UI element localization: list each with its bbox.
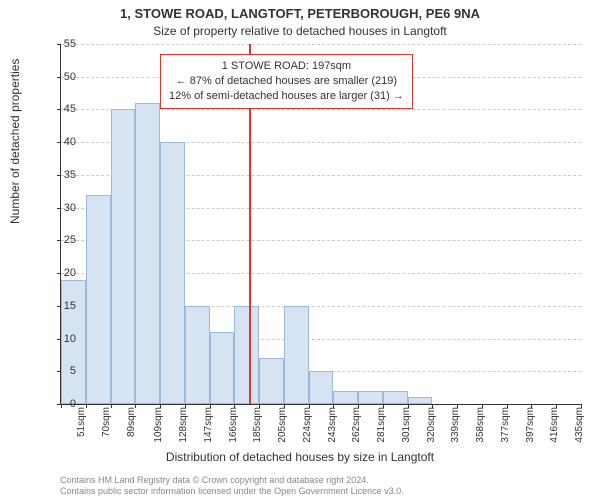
x-tick-label: 377sqm xyxy=(500,407,511,443)
x-tick-label: 243sqm xyxy=(326,407,337,443)
x-tick-label: 397sqm xyxy=(524,407,535,443)
histogram-bar xyxy=(135,103,160,404)
annotation-line-1: 1 STOWE ROAD: 197sqm xyxy=(169,59,404,74)
y-axis-label: Number of detached properties xyxy=(8,59,22,224)
y-tick-label: 50 xyxy=(46,71,76,83)
footnote: Contains HM Land Registry data © Crown c… xyxy=(60,475,404,498)
footnote-line-1: Contains HM Land Registry data © Crown c… xyxy=(60,475,404,487)
x-tick-label: 166sqm xyxy=(227,407,238,443)
x-tick-label: 109sqm xyxy=(153,407,164,443)
x-tick-label: 224sqm xyxy=(302,407,313,443)
x-tick-label: 358sqm xyxy=(475,407,486,443)
x-tick-label: 128sqm xyxy=(178,407,189,443)
x-tick-label: 301sqm xyxy=(401,407,412,443)
x-tick-label: 281sqm xyxy=(376,407,387,443)
annotation-line-3: 12% of semi-detached houses are larger (… xyxy=(169,89,404,104)
y-tick-label: 15 xyxy=(46,300,76,312)
y-tick-label: 30 xyxy=(46,202,76,214)
chart-title-main: 1, STOWE ROAD, LANGTOFT, PETERBOROUGH, P… xyxy=(0,6,600,21)
x-tick-label: 205sqm xyxy=(277,407,288,443)
x-tick-label: 339sqm xyxy=(450,407,461,443)
gridline xyxy=(61,44,581,45)
histogram-bar xyxy=(111,109,136,404)
y-tick-label: 5 xyxy=(46,365,76,377)
annotation-line-2: ← 87% of detached houses are smaller (21… xyxy=(169,74,404,89)
x-tick-label: 435sqm xyxy=(574,407,585,443)
histogram-bar xyxy=(234,306,259,404)
reference-annotation: 1 STOWE ROAD: 197sqm ← 87% of detached h… xyxy=(160,54,413,109)
property-size-chart: 1, STOWE ROAD, LANGTOFT, PETERBOROUGH, P… xyxy=(0,0,600,500)
histogram-bar xyxy=(160,142,185,404)
histogram-bar xyxy=(333,391,358,404)
histogram-bar xyxy=(309,371,334,404)
x-axis-label: Distribution of detached houses by size … xyxy=(0,450,600,464)
x-tick-label: 89sqm xyxy=(126,407,137,437)
y-tick-label: 10 xyxy=(46,333,76,345)
histogram-bar xyxy=(358,391,383,404)
chart-title-sub: Size of property relative to detached ho… xyxy=(0,24,600,38)
x-tick-label: 262sqm xyxy=(351,407,362,443)
x-tick-label: 416sqm xyxy=(549,407,560,443)
footnote-line-2: Contains public sector information licen… xyxy=(60,486,404,498)
x-tick-label: 147sqm xyxy=(203,407,214,443)
y-tick-label: 0 xyxy=(46,398,76,410)
histogram-bar xyxy=(185,306,210,404)
histogram-bar xyxy=(210,332,235,404)
y-tick-label: 40 xyxy=(46,136,76,148)
x-tick-label: 320sqm xyxy=(425,407,436,443)
y-tick-label: 20 xyxy=(46,267,76,279)
x-tick-label: 185sqm xyxy=(252,407,263,443)
y-tick-label: 45 xyxy=(46,103,76,115)
x-tick-label: 70sqm xyxy=(101,407,112,437)
y-tick-label: 55 xyxy=(46,38,76,50)
histogram-bar xyxy=(383,391,408,404)
histogram-bar xyxy=(86,195,111,404)
histogram-bar xyxy=(284,306,309,404)
histogram-bar xyxy=(408,397,433,404)
y-tick-label: 35 xyxy=(46,169,76,181)
histogram-bar xyxy=(259,358,284,404)
y-tick-label: 25 xyxy=(46,234,76,246)
x-tick-label: 51sqm xyxy=(76,407,87,437)
